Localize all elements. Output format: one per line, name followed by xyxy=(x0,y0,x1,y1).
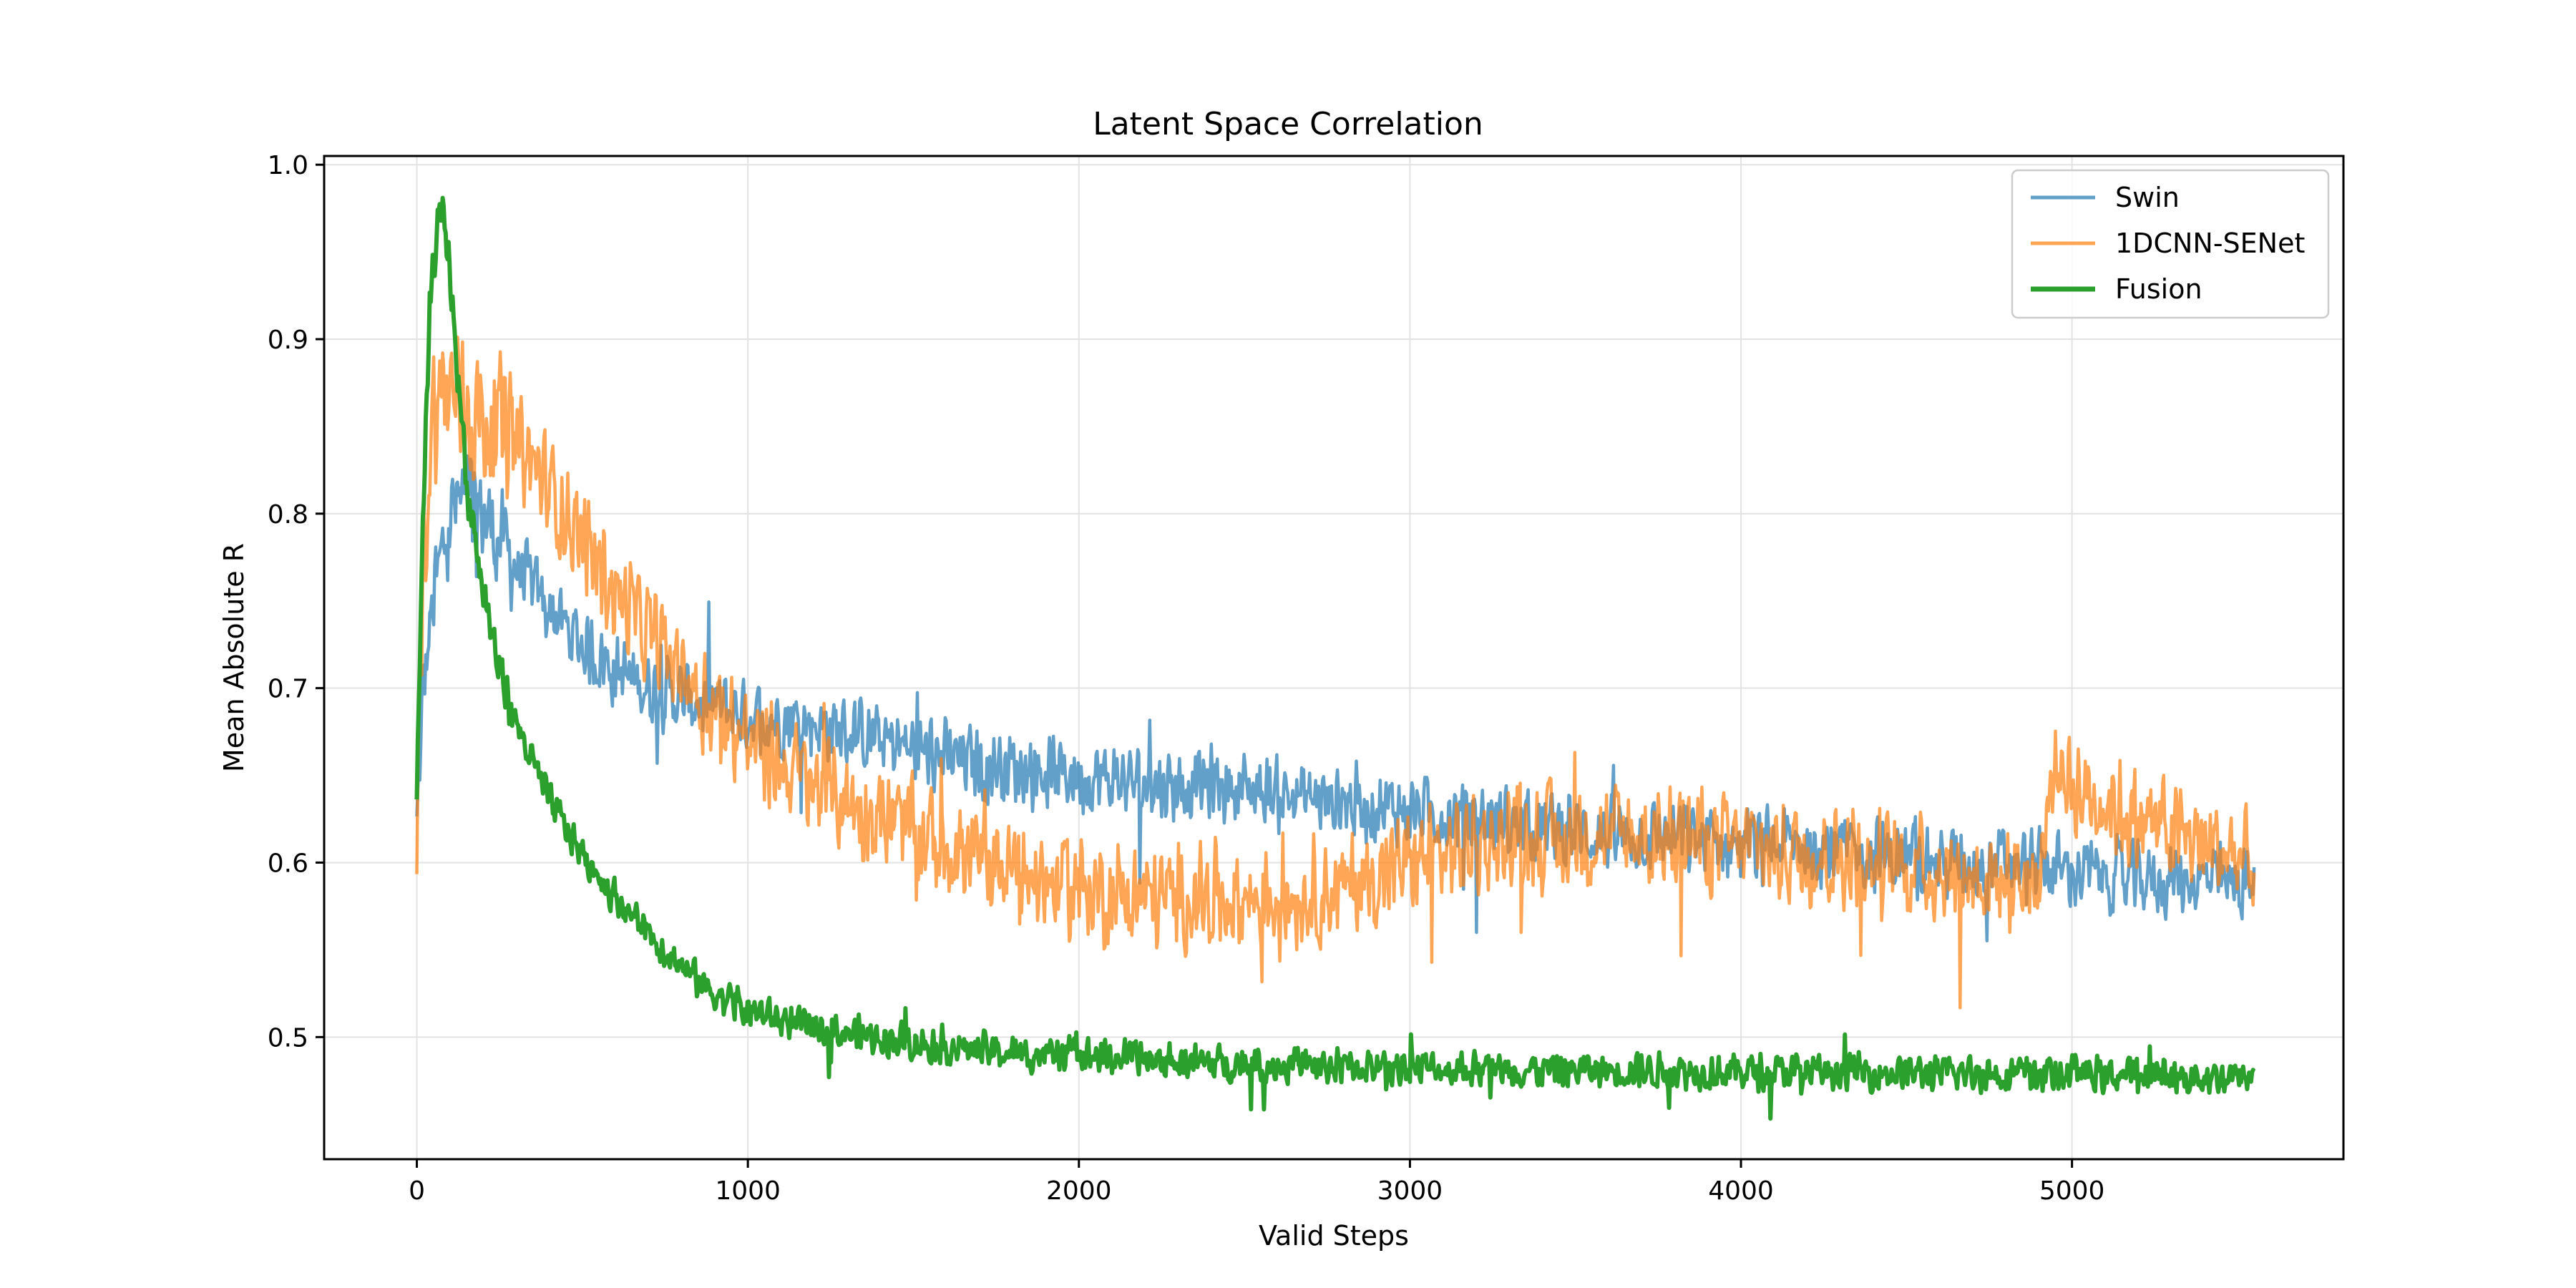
x-tick-label: 3000 xyxy=(1377,1176,1443,1206)
x-tick-label: 4000 xyxy=(1708,1176,1774,1206)
series-lines xyxy=(414,195,2256,1121)
x-tick-label: 0 xyxy=(409,1176,425,1206)
axis-ticks: 0 1000 2000 3000 4000 5000 0.5 0.6 0.7 0.8 0.9 1.0 xyxy=(268,151,2105,1206)
series-line-fusion xyxy=(414,195,2256,1121)
y-tick-label: 0.8 xyxy=(268,500,308,530)
x-tick-label: 1000 xyxy=(715,1176,781,1206)
chart-title: Latent Space Correlation xyxy=(1093,106,1483,142)
plot-frame xyxy=(323,155,2345,1161)
y-tick-label: 0.9 xyxy=(268,326,308,355)
y-tick-label: 0.7 xyxy=(268,675,308,704)
legend-label: Fusion xyxy=(2115,273,2202,305)
legend-label: Swin xyxy=(2115,182,2180,213)
x-tick-label: 2000 xyxy=(1046,1176,1112,1206)
legend-label: 1DCNN-SENet xyxy=(2115,228,2305,259)
y-tick-label: 1.0 xyxy=(268,151,308,180)
y-axis-label: Mean Absolute R xyxy=(218,543,250,772)
x-axis-label: Valid Steps xyxy=(1259,1220,1409,1252)
x-tick-label: 5000 xyxy=(2039,1176,2105,1206)
y-tick-label: 0.6 xyxy=(268,849,308,878)
legend-box xyxy=(2011,169,2330,319)
series-line-1dcnn-senet xyxy=(415,336,2256,1010)
y-tick-label: 0.5 xyxy=(268,1023,308,1053)
legend: Swin 1DCNN-SENet Fusion xyxy=(2011,169,2330,319)
